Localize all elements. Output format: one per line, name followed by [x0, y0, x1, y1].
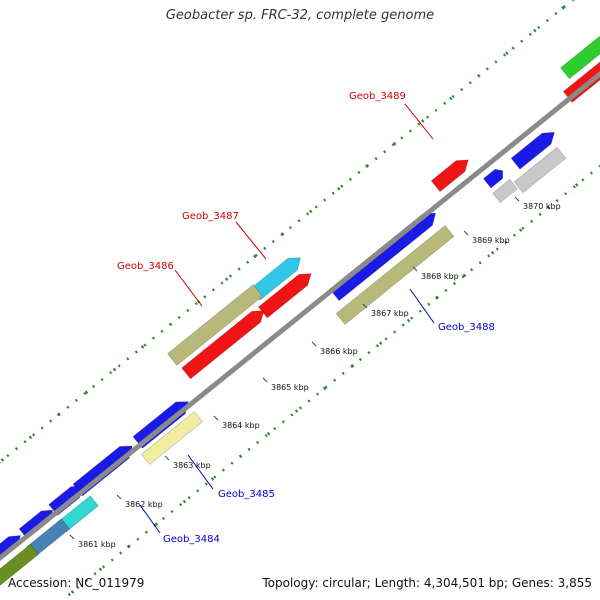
dotted-track-major	[60, 164, 600, 600]
kbp-label: 3863 kbp	[173, 461, 211, 470]
gene-leader	[139, 504, 161, 534]
gene-label[interactable]: Geob_3487	[182, 211, 239, 222]
gene-arrow[interactable]	[335, 225, 455, 325]
gene-label[interactable]: Geob_3486	[117, 261, 174, 272]
kbp-tick	[262, 377, 268, 383]
kbp-label: 3870 kbp	[523, 202, 561, 211]
kbp-ticks	[69, 196, 520, 540]
gene-arrow[interactable]	[258, 268, 315, 319]
accession-label: Accession: NC_011979	[8, 576, 145, 590]
gene-arrow[interactable]	[483, 166, 506, 189]
gene-label[interactable]: Geob_3489	[349, 91, 406, 102]
kbp-tick	[69, 534, 75, 540]
kbp-label: 3867 kbp	[371, 309, 409, 318]
gene-arrow[interactable]	[181, 305, 269, 380]
kbp-tick	[213, 415, 219, 421]
gene-label[interactable]: Geob_3488	[438, 322, 495, 333]
genome-summary: Topology: circular; Length: 4,304,501 bp…	[262, 576, 592, 590]
map-title: Geobacter sp. FRC-32, complete genome	[165, 8, 435, 23]
kbp-label: 3866 kbp	[320, 347, 358, 356]
kbp-label: 3869 kbp	[472, 236, 510, 245]
gene-leader	[187, 454, 214, 490]
gene-features	[0, 11, 600, 587]
gene-arrow[interactable]	[430, 154, 472, 193]
gene-arrow[interactable]	[167, 284, 263, 366]
gene-arrow[interactable]	[510, 127, 559, 170]
kbp-label: 3861 kbp	[78, 540, 116, 549]
gene-arrow[interactable]	[0, 543, 39, 587]
gene-leader	[235, 221, 267, 260]
gene-leader	[174, 269, 203, 307]
kbp-tick	[164, 455, 170, 461]
kbp-label: 3868 kbp	[421, 272, 459, 281]
kbp-tick	[116, 494, 122, 500]
dotted-track	[0, 0, 575, 464]
kbp-tick	[362, 303, 368, 309]
gene-label[interactable]: Geob_3485	[218, 489, 275, 500]
gene-arrow[interactable]	[141, 411, 203, 465]
labels: 3861 kbp 3862 kbp 3863 kbp 3864 kbp 3865 kbp…	[78, 91, 561, 549]
kbp-label: 3864 kbp	[222, 421, 260, 430]
label-leaders	[139, 103, 435, 534]
gene-arrow[interactable]	[492, 179, 518, 203]
dotted-track	[60, 164, 600, 600]
gene-arrow[interactable]	[513, 146, 567, 194]
gene-leader	[404, 103, 434, 140]
kbp-label: 3862 kbp	[125, 500, 163, 509]
kbp-label: 3865 kbp	[271, 383, 309, 392]
kbp-tick	[514, 196, 520, 202]
kbp-tick	[311, 341, 317, 347]
kbp-tick	[412, 266, 418, 272]
dotted-track-major	[0, 0, 576, 464]
gene-arrow[interactable]	[560, 11, 600, 80]
genome-backbone	[0, 70, 600, 562]
gene-leader	[409, 288, 435, 324]
gene-label[interactable]: Geob_3484	[163, 534, 220, 545]
kbp-tick	[463, 230, 469, 236]
